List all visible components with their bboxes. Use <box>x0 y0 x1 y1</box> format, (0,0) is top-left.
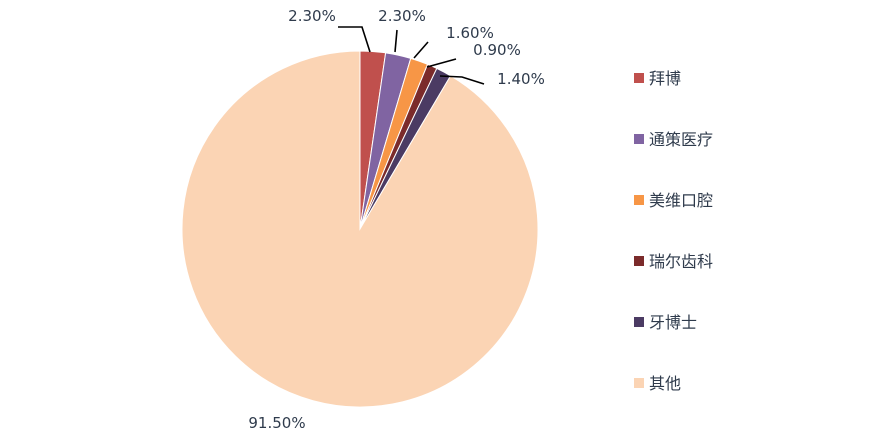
legend-label-6: 其他 <box>649 374 681 393</box>
leader-line-1 <box>338 26 371 53</box>
legend-label-5: 牙博士 <box>649 313 697 332</box>
legend-label-4: 瑞尔齿科 <box>649 252 713 271</box>
legend-label-2: 通策医疗 <box>649 130 713 149</box>
legend-swatch-6 <box>634 378 644 388</box>
data-label-2: 2.30% <box>378 7 426 25</box>
pie-slice-6 <box>181 50 539 408</box>
pie-slices <box>181 50 539 408</box>
leader-line-4 <box>426 58 457 68</box>
leader-line-5 <box>439 75 485 85</box>
legend-swatch-2 <box>634 134 644 144</box>
leader-line-2 <box>394 29 398 53</box>
data-label-4: 0.90% <box>473 41 521 59</box>
data-label-5: 1.40% <box>497 70 545 88</box>
leader-lines <box>338 26 485 85</box>
data-label-6: 91.50% <box>248 414 305 432</box>
leader-line-3 <box>413 41 429 59</box>
legend-swatch-4 <box>634 256 644 266</box>
data-label-3: 1.60% <box>446 24 494 42</box>
legend-label-3: 美维口腔 <box>649 191 713 210</box>
legend-label-1: 拜博 <box>649 69 681 88</box>
data-label-1: 2.30% <box>288 7 336 25</box>
legend-swatch-1 <box>634 73 644 83</box>
data-labels: 2.30% 2.30% 1.60%0.90% 1.40% 91.50% <box>248 7 544 432</box>
legend-swatch-5 <box>634 317 644 327</box>
legend-swatch-3 <box>634 195 644 205</box>
